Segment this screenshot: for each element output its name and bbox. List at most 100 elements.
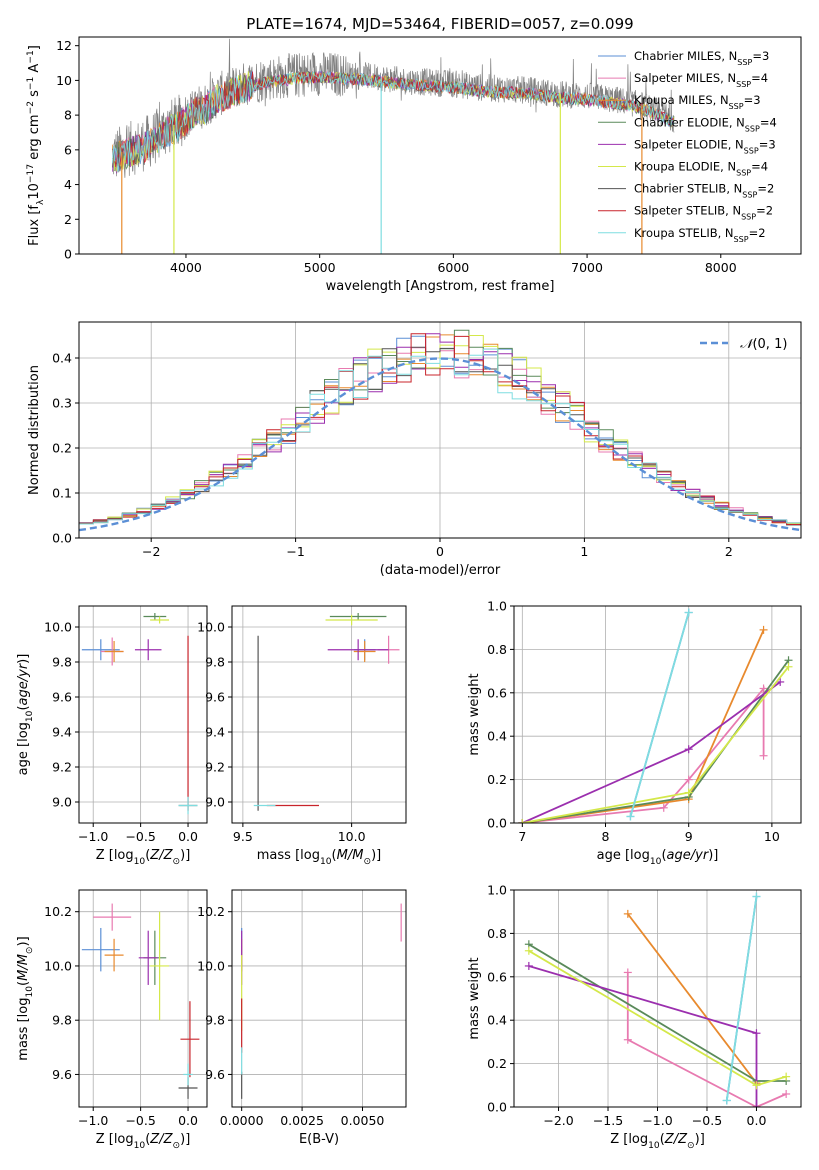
x-tick-label: 8	[602, 829, 610, 844]
x-axis-label: Z [log10(Z/Z⊙)]	[96, 848, 191, 867]
axes-frame	[231, 889, 407, 1108]
y-tick-label: 9.6	[205, 1067, 225, 1082]
mass-weight-line	[725, 896, 758, 1101]
y-tick-label: 9.6	[52, 1067, 72, 1082]
y-tick-label: 1.0	[487, 883, 507, 898]
legend-entry: Chabrier STELIB, NSSP=2	[634, 182, 774, 200]
mass-weight-line	[627, 913, 758, 1084]
x-tick-label: 0.0025	[280, 1113, 324, 1128]
y-tick-label: 0.2	[52, 441, 72, 456]
x-tick-label: 0.0000	[220, 1113, 264, 1128]
x-axis-label: (data-model)/error	[380, 563, 501, 578]
residual-histogram	[79, 333, 801, 525]
x-tick-label: 0	[436, 544, 444, 559]
x-tick-label: 4000	[170, 260, 202, 275]
x-tick-label: 9	[685, 829, 693, 844]
x-tick-label: 0.0	[747, 1113, 767, 1128]
mass-weight-line	[522, 666, 790, 823]
plot-area	[524, 892, 791, 1107]
axes-3: 9.5 10.0 9.0 9.2 9.4 9.6 9.8 10.0 mass [log10(M/…	[197, 605, 407, 867]
residual-histogram	[79, 346, 801, 526]
model-spectrum-line	[112, 71, 675, 168]
legend-entry: Salpeter MILES, NSSP=4	[634, 71, 768, 89]
residual-histogram	[79, 348, 801, 525]
y-tick-label: 0.8	[487, 642, 507, 657]
y-tick-label: 9.6	[52, 690, 72, 705]
y-tick-label: 9.0	[52, 795, 72, 810]
x-axis-label: Z [log10(Z/Z⊙)]	[610, 1132, 705, 1151]
y-tick-label: 0.2	[487, 1056, 507, 1071]
y-axis-label: mass weight	[467, 957, 482, 1039]
y-axis-label: age [log10(age/yr)]	[16, 654, 35, 776]
mass-weight-line	[521, 681, 781, 823]
y-tick-label: 0.6	[487, 685, 507, 700]
plot-area	[241, 903, 402, 1099]
legend-entry: Salpeter STELIB, NSSP=2	[634, 204, 773, 222]
y-tick-label: 9.2	[52, 760, 72, 775]
y-tick-label: 9.4	[205, 725, 225, 740]
y-tick-label: 0.8	[487, 926, 507, 941]
axes-frame	[231, 605, 407, 824]
axes-frame	[78, 605, 208, 824]
axes-2: −1.0 −0.5 0.0 9.0 9.2 9.4 9.6 9.8 10.0 Z [log10(Z…	[16, 605, 208, 867]
x-axis-label: mass [log10(M/M⊙)]	[257, 848, 381, 867]
x-tick-label: 2	[725, 544, 733, 559]
mass-weight-line	[522, 629, 765, 823]
y-tick-label: 0.0	[52, 531, 72, 546]
axes-1: −2 −1 0 1 2 0.0 0.1 0.2 0.3 0.4 (data-model)/error…	[27, 321, 802, 578]
legend-entry: Kroupa MILES, NSSP=3	[634, 93, 761, 111]
y-tick-label: 0.4	[487, 729, 507, 744]
y-tick-label: 10	[56, 73, 72, 88]
x-tick-label: 8000	[705, 260, 737, 275]
y-tick-label: 9.6	[205, 690, 225, 705]
y-tick-label: 0.6	[487, 969, 507, 984]
chart-title: PLATE=1674, MJD=53464, FIBERID=0057, z=0…	[246, 15, 633, 33]
y-tick-label: 10.2	[44, 904, 72, 919]
y-tick-label: 0.0	[487, 816, 507, 831]
legend-entry: Kroupa ELODIE, NSSP=4	[634, 160, 768, 178]
x-tick-label: −1.5	[593, 1113, 623, 1128]
y-tick-label: 10.0	[197, 958, 225, 973]
x-tick-label: 0.0	[178, 829, 198, 844]
axes-frame	[78, 36, 802, 255]
legend-entry: Kroupa STELIB, NSSP=2	[634, 226, 766, 244]
normal-curve	[79, 357, 801, 532]
axes-frame	[513, 605, 802, 824]
x-tick-label: −1.0	[78, 829, 108, 844]
x-tick-label: 7	[518, 829, 526, 844]
plot-area	[81, 613, 198, 815]
y-tick-label: 0.2	[487, 772, 507, 787]
y-tick-label: 8	[64, 108, 72, 123]
mass-weight-line	[528, 965, 758, 1107]
y-tick-label: 6	[64, 142, 72, 157]
x-tick-label: −1	[286, 544, 304, 559]
mass-weight-line	[629, 612, 690, 817]
y-tick-label: 0.1	[52, 486, 72, 501]
axes-6: 0.0000 0.0025 0.0050 9.6 9.8 10.0 10.2 E(B-V)	[197, 889, 407, 1147]
y-tick-label: 0	[64, 247, 72, 262]
residual-histogram	[79, 335, 801, 525]
y-tick-label: 4	[64, 177, 72, 192]
x-tick-label: 10	[764, 829, 780, 844]
x-tick-label: −0.5	[692, 1113, 722, 1128]
legend: Chabrier MILES, NSSP=3 Salpeter MILES, NS…	[598, 49, 777, 243]
y-tick-label: 9.0	[205, 795, 225, 810]
x-tick-label: 9.5	[233, 829, 253, 844]
x-tick-label: −1.0	[78, 1113, 108, 1128]
x-tick-label: 0.0050	[341, 1113, 385, 1128]
residual-histogram	[79, 333, 801, 524]
y-tick-label: 10.2	[197, 904, 225, 919]
x-tick-label: 5000	[304, 260, 336, 275]
y-tick-label: 0.4	[52, 351, 72, 366]
legend-entry: 𝒩(0, 1)	[740, 337, 787, 352]
y-axis-label: mass [log10(M/M⊙)]	[16, 936, 35, 1060]
x-tick-label: −1.0	[642, 1113, 672, 1128]
plot-area	[112, 38, 675, 254]
x-tick-label: −2	[142, 544, 160, 559]
y-tick-label: 10.0	[44, 620, 72, 635]
y-tick-label: 9.8	[52, 655, 72, 670]
x-tick-label: 1	[580, 544, 588, 559]
plot-area	[81, 903, 200, 1099]
axes-frame	[78, 889, 208, 1108]
